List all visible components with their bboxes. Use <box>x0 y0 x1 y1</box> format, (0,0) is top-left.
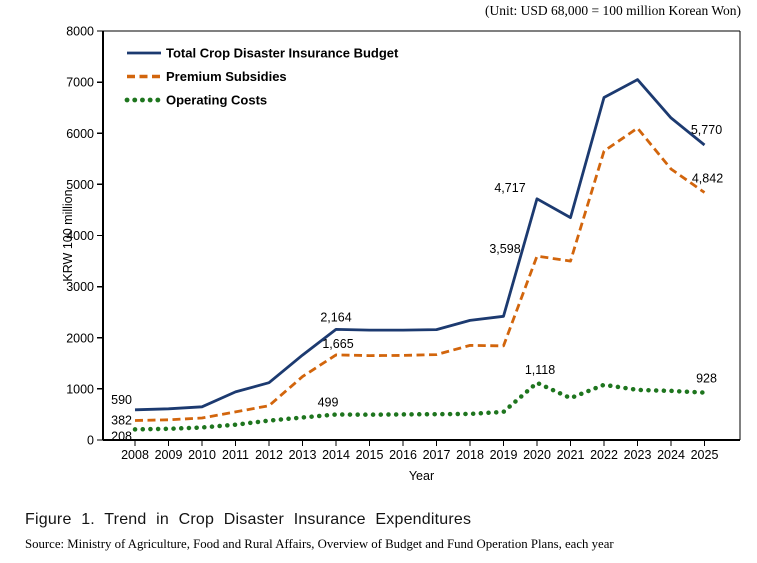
data-label-operating-costs-2025: 928 <box>696 372 717 386</box>
legend-label-total-crop-disaster-insurance-budget: Total Crop Disaster Insurance Budget <box>166 46 399 61</box>
x-axis-tick-label: 2015 <box>356 448 384 462</box>
x-axis-tick-label: 2014 <box>322 448 350 462</box>
data-label-total-crop-disaster-insurance-budget-2014: 2,164 <box>320 310 351 324</box>
x-axis-tick-label: 2011 <box>222 448 249 462</box>
data-label-total-crop-disaster-insurance-budget-2008: 590 <box>111 393 132 407</box>
y-axis-tick-label: 5000 <box>66 178 94 192</box>
data-label-premium-subsidies-2008: 382 <box>111 413 132 427</box>
x-axis-tick-label: 2022 <box>590 448 618 462</box>
y-axis-tick-label: 7000 <box>66 76 94 90</box>
x-axis-tick-label: 2024 <box>657 448 685 462</box>
data-label-operating-costs-2008: 208 <box>111 429 132 443</box>
y-axis-tick-label: 3000 <box>66 280 94 294</box>
y-axis-tick-label: 4000 <box>66 229 94 243</box>
figure-source: Source: Ministry of Agriculture, Food an… <box>25 537 614 551</box>
series-line-operating-costs <box>132 380 707 432</box>
data-label-operating-costs-2014: 499 <box>318 395 339 409</box>
x-axis-tick-label: 2016 <box>389 448 417 462</box>
x-axis-tick-label: 2010 <box>188 448 216 462</box>
figure-caption: Figure 1. Trend in Crop Disaster Insuran… <box>25 511 472 528</box>
data-label-total-crop-disaster-insurance-budget-2020: 4,717 <box>494 181 525 195</box>
data-label-premium-subsidies-2014: 1,665 <box>322 337 353 351</box>
y-axis-title: KRW 100 million <box>61 189 75 281</box>
data-label-premium-subsidies-2025: 4,842 <box>692 171 723 185</box>
x-axis-tick-label: 2013 <box>289 448 317 462</box>
x-axis-title: Year <box>409 469 434 483</box>
data-label-operating-costs-2020: 1,118 <box>525 363 555 377</box>
y-axis-tick-label: 6000 <box>66 127 94 141</box>
x-axis-tick-label: 2017 <box>423 448 451 462</box>
y-axis-tick-label: 0 <box>87 434 94 448</box>
x-axis-tick-label: 2025 <box>691 448 719 462</box>
y-axis-tick-label: 1000 <box>66 382 94 396</box>
legend-label-premium-subsidies: Premium Subsidies <box>166 69 287 84</box>
x-axis-tick-label: 2019 <box>490 448 518 462</box>
data-label-total-crop-disaster-insurance-budget-2025: 5,770 <box>691 123 722 137</box>
series-line-premium-subsidies <box>134 126 706 422</box>
legend-label-operating-costs: Operating Costs <box>166 93 267 108</box>
x-axis-tick-label: 2018 <box>456 448 484 462</box>
x-axis-tick-label: 2021 <box>557 448 585 462</box>
x-axis-tick-label: 2012 <box>255 448 283 462</box>
figure1-line-chart: 0 1000 2000 3000 4000 5000 6000 7000 8000 2008 200… <box>61 25 741 483</box>
x-axis-tick-label: 2020 <box>523 448 551 462</box>
series-line-total-crop-disaster-insurance-budget <box>134 78 706 412</box>
x-axis-tick-label: 2008 <box>121 448 149 462</box>
y-axis-tick-label: 8000 <box>66 25 94 39</box>
x-axis-tick-label: 2023 <box>624 448 652 462</box>
x-axis-tick-label: 2009 <box>155 448 183 462</box>
y-axis-tick-label: 2000 <box>66 331 94 345</box>
unit-note: (Unit: USD 68,000 = 100 million Korean W… <box>484 3 741 18</box>
data-label-premium-subsidies-2020: 3,598 <box>489 242 520 256</box>
